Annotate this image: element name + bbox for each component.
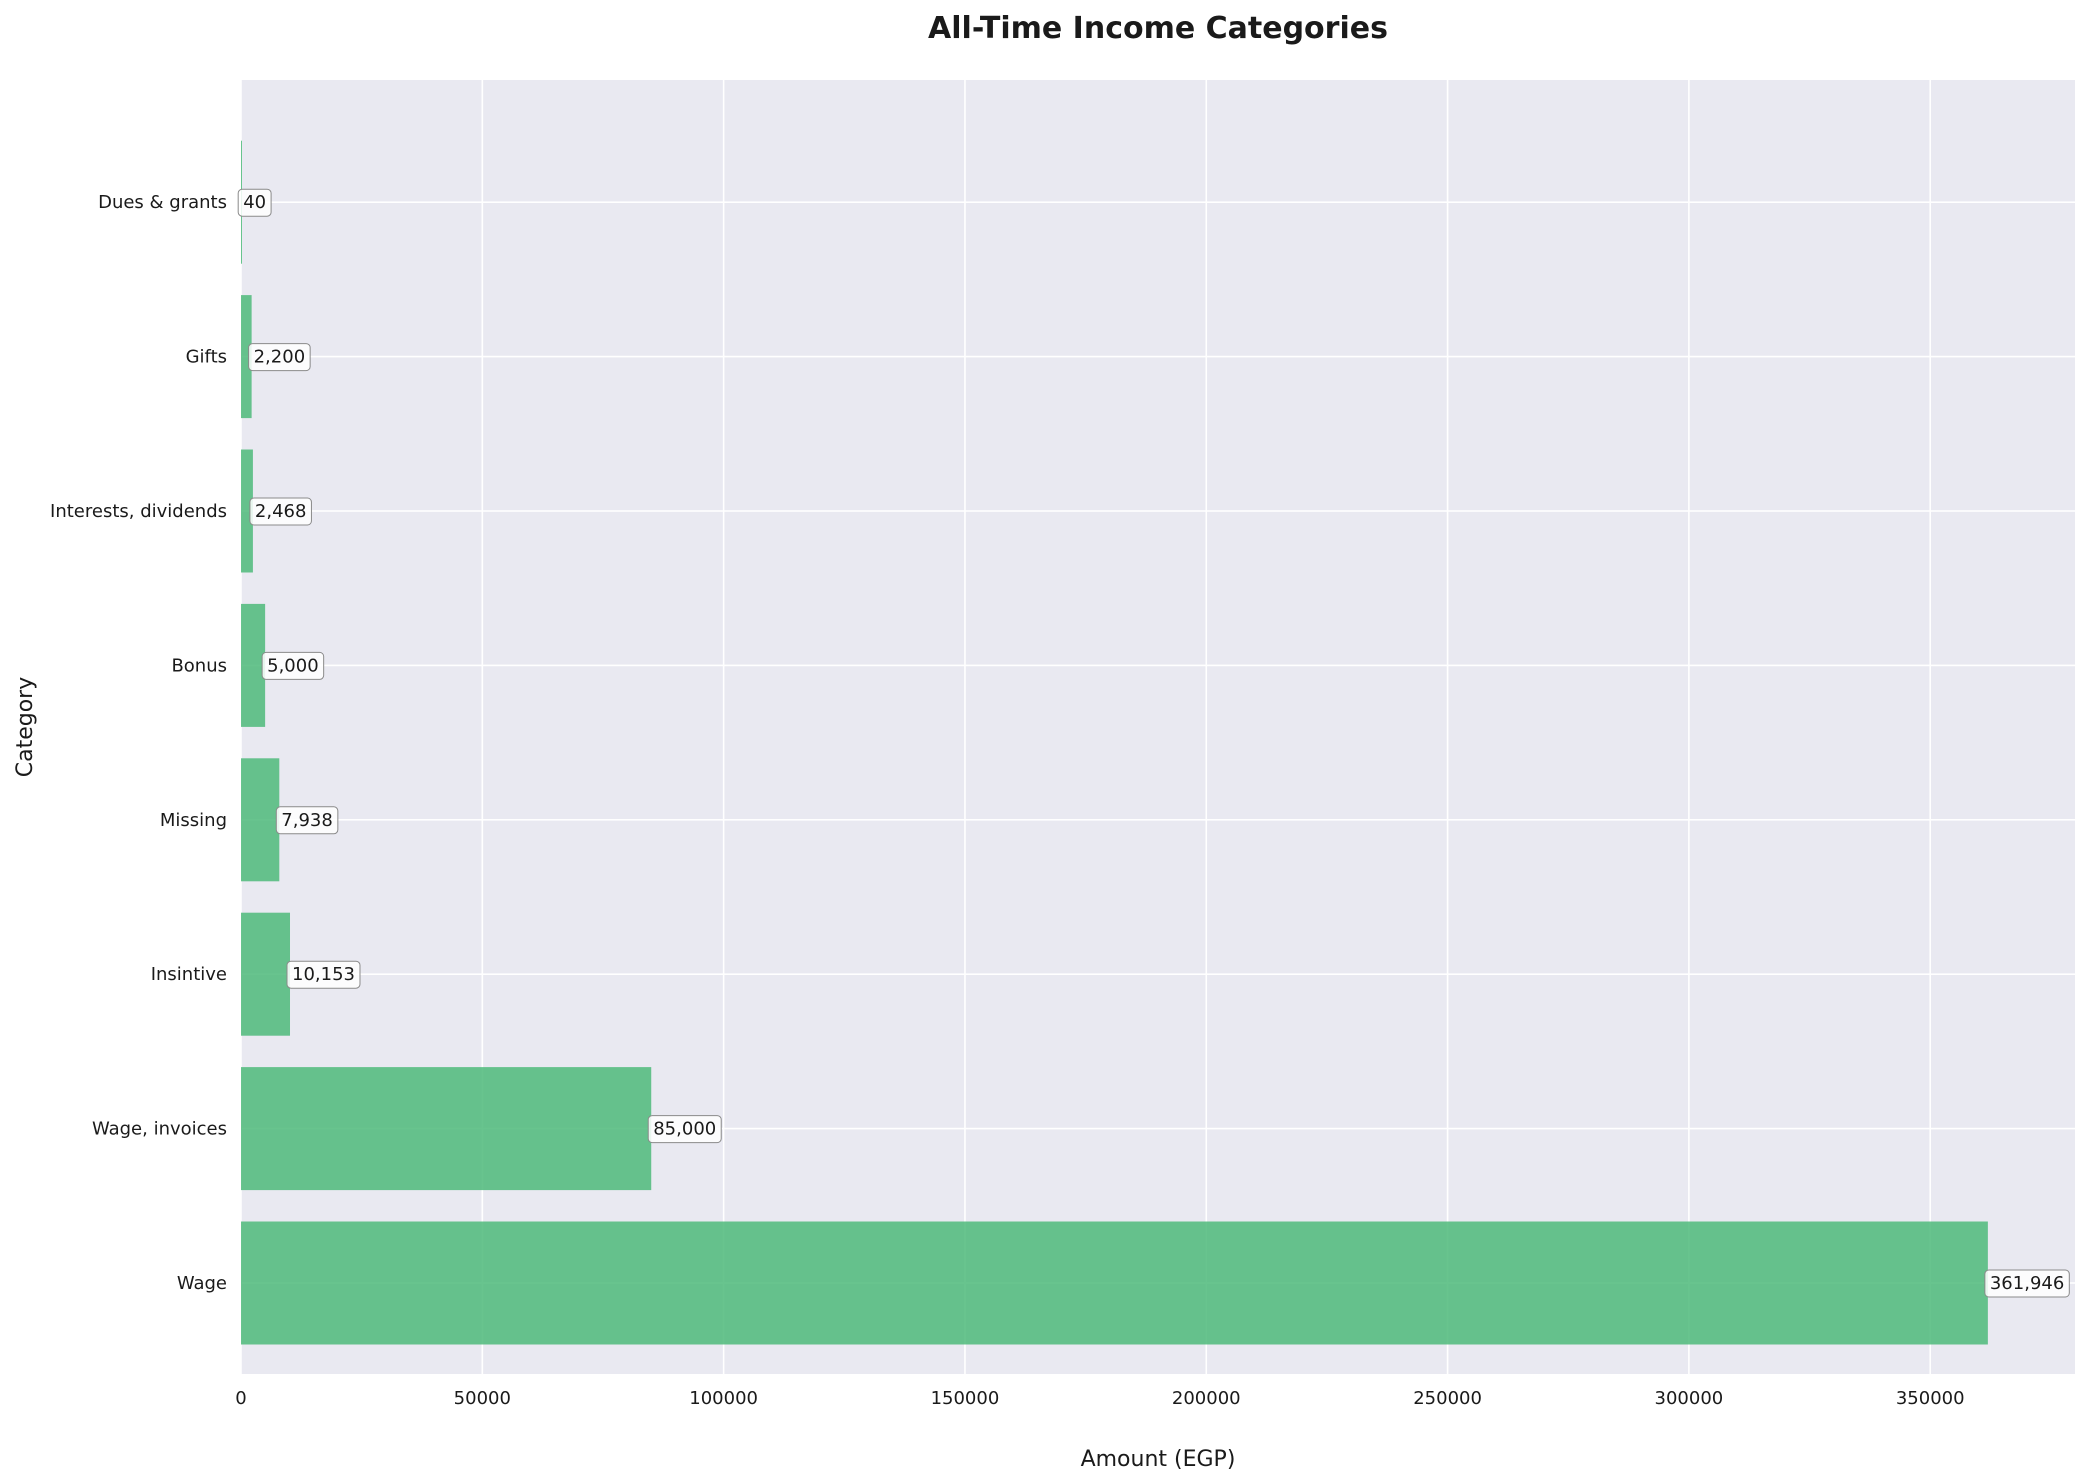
y-tick-label: Dues & grants (98, 192, 227, 213)
x-tick-label: 100000 (689, 1388, 758, 1409)
data-label: 85,000 (647, 1115, 722, 1144)
data-label-box (237, 188, 272, 217)
data-label-box (286, 960, 361, 989)
data-label-box (1984, 1269, 2070, 1298)
data-label-text: 85,000 (653, 1119, 716, 1140)
data-label-box (261, 651, 325, 680)
x-axis-label: Amount (EGP) (1081, 1447, 1236, 1472)
data-label-text: 7,938 (281, 810, 333, 831)
bar (241, 449, 253, 573)
x-tick-label: 200000 (1172, 1388, 1241, 1409)
y-tick-label: Wage (177, 1273, 227, 1294)
y-tick-labels: Wage Wage, invoices Insintive Missing Bonus I… (50, 192, 227, 1294)
data-label-text: 5,000 (267, 655, 319, 676)
y-tick-label: Gifts (186, 347, 227, 368)
data-label: 10,153 (286, 960, 361, 989)
data-label-text: 10,153 (292, 964, 355, 985)
bar (241, 1221, 1988, 1345)
y-tick-label: Wage, invoices (92, 1119, 227, 1140)
bar (241, 758, 280, 882)
data-label: 2,468 (249, 497, 312, 526)
data-label: 7,938 (275, 806, 339, 835)
x-tick-label: 0 (235, 1388, 246, 1409)
y-tick-label: Insintive (151, 964, 227, 985)
bar (241, 295, 252, 419)
y-tick-label: Interests, dividends (50, 501, 227, 522)
x-tick-label: 150000 (931, 1388, 1000, 1409)
x-tick-label: 250000 (1413, 1388, 1482, 1409)
x-tick-label: 350000 (1896, 1388, 1965, 1409)
data-label: 361,946 (1984, 1269, 2070, 1298)
x-tick-label: 300000 (1655, 1388, 1724, 1409)
data-label-text: 2,468 (255, 501, 307, 522)
data-label-box (647, 1115, 722, 1144)
data-label: 40 (237, 188, 272, 217)
data-label-text: 40 (243, 192, 266, 213)
data-label-box (249, 497, 312, 526)
x-tick-labels: 0 50000 100000 150000 200000 250000 300000 3500… (235, 1388, 1964, 1409)
bar (241, 1067, 652, 1191)
y-tick-label: Bonus (171, 655, 227, 676)
y-tick-label: Missing (160, 810, 227, 831)
y-axis-label: Category (13, 677, 38, 778)
bar (241, 912, 291, 1036)
data-label-box (275, 806, 339, 835)
data-label-text: 2,200 (254, 347, 306, 368)
chart-title: All-Time Income Categories (928, 11, 1388, 46)
data-label: 5,000 (261, 651, 325, 680)
x-tick-label: 50000 (454, 1388, 511, 1409)
data-label: 2,200 (248, 343, 311, 372)
data-label-text: 361,946 (1990, 1273, 2064, 1294)
data-labels: 361,946 85,000 10,153 7,938 5,000 2,468 2,200 4… (237, 188, 2070, 1298)
bars (241, 140, 1988, 1345)
bar (241, 603, 266, 727)
data-label-box (248, 343, 311, 372)
